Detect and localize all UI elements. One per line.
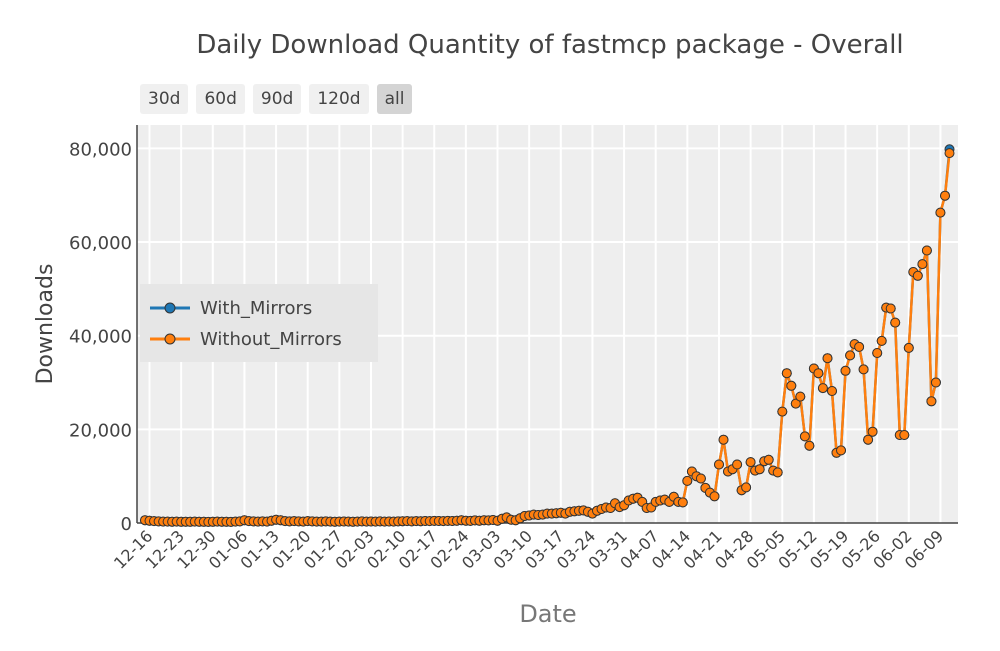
range-button-all[interactable]: all — [376, 84, 413, 114]
data-point[interactable] — [890, 317, 901, 328]
data-point[interactable] — [763, 454, 774, 465]
data-point[interactable] — [944, 148, 955, 159]
range-button-60d[interactable]: 60d — [196, 84, 245, 114]
series-without-mirrors — [140, 148, 955, 527]
legend-item-without-mirrors[interactable]: Without_Mirrors — [148, 327, 342, 351]
data-point[interactable] — [709, 491, 720, 502]
y-tick-label: 80,000 — [69, 139, 132, 160]
legend-swatch-with-mirrors — [150, 302, 190, 314]
data-point[interactable] — [695, 473, 706, 484]
data-point[interactable] — [714, 459, 724, 470]
data-point[interactable] — [754, 464, 765, 475]
data-point[interactable] — [732, 459, 743, 470]
legend-swatch-without-mirrors — [150, 333, 190, 345]
data-point[interactable] — [817, 383, 828, 394]
data-point[interactable] — [804, 440, 815, 451]
data-point[interactable] — [863, 434, 874, 445]
data-point[interactable] — [795, 391, 806, 402]
data-point[interactable] — [854, 341, 865, 352]
legend-label-with-mirrors: With_Mirrors — [200, 297, 313, 319]
range-selector: 30d 60d 90d 120d all — [140, 84, 413, 114]
data-point[interactable] — [827, 386, 837, 396]
range-button-120d[interactable]: 120d — [309, 84, 369, 114]
data-point[interactable] — [840, 365, 851, 376]
data-point[interactable] — [781, 368, 792, 379]
data-point[interactable] — [813, 368, 824, 379]
legend-label-without-mirrors: Without_Mirrors — [200, 328, 342, 350]
data-point[interactable] — [718, 434, 729, 445]
data-point[interactable] — [836, 445, 846, 456]
data-point[interactable] — [786, 380, 797, 391]
data-point[interactable] — [912, 270, 923, 281]
data-point[interactable] — [741, 482, 752, 493]
legend: With_Mirrors Without_Mirrors — [140, 284, 378, 362]
x-axis-label: Date — [519, 600, 576, 628]
data-point[interactable] — [677, 497, 688, 508]
legend-item-with-mirrors[interactable]: With_Mirrors — [148, 296, 312, 320]
y-tick-label: 60,000 — [69, 233, 132, 254]
data-point[interactable] — [845, 350, 856, 361]
series-layer — [140, 144, 955, 527]
data-point[interactable] — [867, 426, 878, 437]
data-point[interactable] — [876, 335, 887, 346]
y-tick-label: 0 — [121, 514, 132, 535]
data-point[interactable] — [899, 430, 910, 440]
data-point[interactable] — [917, 259, 928, 270]
data-point[interactable] — [930, 377, 941, 388]
data-point[interactable] — [940, 190, 950, 201]
data-point[interactable] — [935, 207, 946, 218]
y-tick-label: 20,000 — [69, 420, 132, 441]
data-point[interactable] — [799, 431, 810, 442]
data-point[interactable] — [921, 245, 932, 256]
data-point[interactable] — [885, 303, 896, 314]
range-button-90d[interactable]: 90d — [252, 84, 302, 114]
data-point[interactable] — [777, 406, 788, 417]
y-tick-label: 40,000 — [69, 327, 132, 348]
data-point[interactable] — [822, 353, 833, 364]
data-point[interactable] — [858, 364, 869, 375]
y-axis-label: Downloads — [33, 264, 58, 385]
chart-title: Daily Download Quantity of fastmcp packa… — [196, 30, 904, 60]
data-point[interactable] — [682, 475, 693, 486]
data-point[interactable] — [872, 348, 883, 358]
data-point[interactable] — [903, 342, 914, 353]
data-point[interactable] — [772, 467, 783, 478]
data-point[interactable] — [926, 396, 937, 407]
data-point[interactable] — [790, 398, 801, 409]
data-point[interactable] — [745, 457, 756, 468]
range-button-30d[interactable]: 30d — [140, 84, 189, 114]
